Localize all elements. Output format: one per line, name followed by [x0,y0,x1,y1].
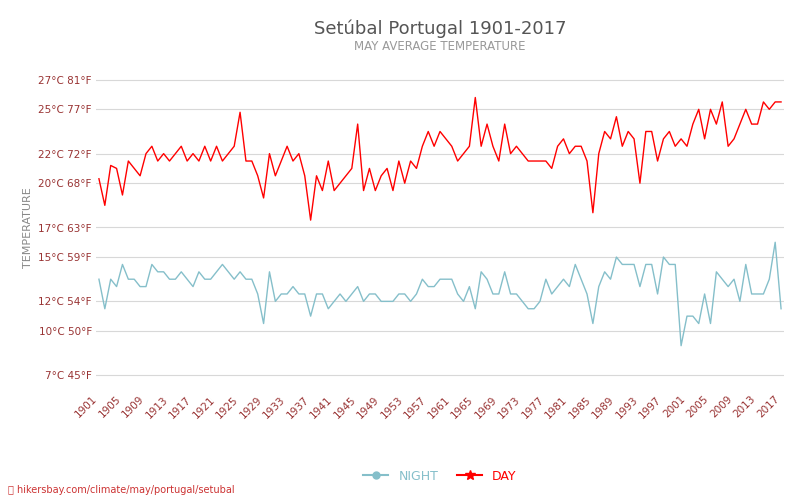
Text: MAY AVERAGE TEMPERATURE: MAY AVERAGE TEMPERATURE [354,40,526,52]
Legend: NIGHT, DAY: NIGHT, DAY [358,465,522,488]
Title: Setúbal Portugal 1901-2017: Setúbal Portugal 1901-2017 [314,20,566,38]
Y-axis label: TEMPERATURE: TEMPERATURE [22,187,33,268]
Text: 📍 hikersbay.com/climate/may/portugal/setubal: 📍 hikersbay.com/climate/may/portugal/set… [8,485,234,495]
